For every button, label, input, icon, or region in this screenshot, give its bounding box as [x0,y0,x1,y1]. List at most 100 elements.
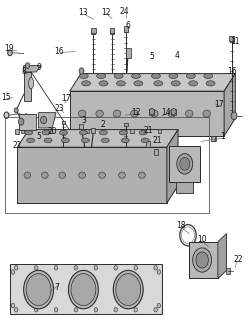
Ellipse shape [99,172,106,179]
Circle shape [154,266,157,270]
Bar [15,129,19,134]
Ellipse shape [119,130,127,135]
Polygon shape [17,130,178,147]
Text: 2: 2 [100,120,105,129]
Text: 20: 20 [48,127,57,136]
Ellipse shape [186,73,195,79]
Circle shape [79,68,84,74]
Text: 16: 16 [55,47,64,56]
Text: 21: 21 [143,126,153,135]
Ellipse shape [131,110,138,117]
Text: 24: 24 [120,7,129,16]
Bar [161,153,166,158]
Bar [17,147,167,203]
Ellipse shape [151,73,160,79]
Ellipse shape [79,73,88,79]
Ellipse shape [203,110,210,117]
Polygon shape [169,146,200,182]
Circle shape [71,274,96,306]
Text: 22: 22 [234,255,243,264]
Bar [158,129,161,133]
Ellipse shape [189,81,198,86]
Ellipse shape [171,81,180,86]
Text: 12: 12 [132,108,141,116]
Text: 1: 1 [220,132,225,141]
Ellipse shape [121,138,129,143]
Bar [124,123,128,126]
Text: 7: 7 [54,283,59,292]
Bar [91,30,95,34]
Ellipse shape [206,81,215,86]
Bar [110,30,114,34]
Polygon shape [218,234,227,278]
Circle shape [114,266,118,270]
Text: 12: 12 [101,8,111,17]
Text: 14: 14 [161,108,170,117]
Ellipse shape [42,130,50,135]
Circle shape [68,270,98,309]
Bar [229,36,234,41]
Circle shape [157,303,161,308]
Bar [63,137,67,142]
Ellipse shape [204,73,213,79]
Ellipse shape [44,138,52,143]
Bar [73,136,77,141]
Polygon shape [24,72,31,101]
Ellipse shape [113,110,121,117]
Circle shape [14,308,18,312]
Bar [79,124,83,129]
Bar [10,264,162,314]
Ellipse shape [117,81,125,86]
Circle shape [157,270,161,274]
Bar [212,136,216,141]
Text: 15: 15 [1,93,11,102]
Ellipse shape [99,130,107,135]
Ellipse shape [62,138,69,143]
Text: 8: 8 [21,67,26,76]
Circle shape [8,50,12,56]
Ellipse shape [81,138,89,143]
Text: 21: 21 [12,141,22,150]
Circle shape [171,108,176,115]
Circle shape [11,270,15,274]
Ellipse shape [25,130,33,135]
Bar [91,28,96,33]
Polygon shape [24,66,41,72]
Ellipse shape [114,73,123,79]
Circle shape [14,108,18,113]
Bar [171,109,176,115]
Circle shape [54,308,58,312]
Text: 10: 10 [197,236,206,244]
Ellipse shape [119,172,125,179]
Ellipse shape [168,110,176,117]
Circle shape [94,266,98,270]
Ellipse shape [97,73,106,79]
Bar [5,117,209,213]
Ellipse shape [59,172,66,179]
Bar [21,129,24,133]
Ellipse shape [139,130,147,135]
Circle shape [116,274,141,306]
Text: 21: 21 [152,136,162,145]
Ellipse shape [29,78,34,89]
Ellipse shape [134,81,143,86]
Polygon shape [19,114,36,130]
Text: 4: 4 [174,51,179,60]
Bar [126,48,131,58]
Circle shape [18,118,24,125]
Text: 17: 17 [214,100,224,109]
Circle shape [14,266,18,270]
Bar [211,136,215,141]
Ellipse shape [82,81,91,86]
Circle shape [74,308,78,312]
Bar [70,91,224,136]
Ellipse shape [24,172,31,179]
Circle shape [177,154,193,174]
Text: 6: 6 [126,21,131,30]
Circle shape [34,308,38,312]
Circle shape [94,308,98,312]
Bar [62,121,65,124]
Bar [189,242,218,278]
Circle shape [180,157,190,170]
Text: 18: 18 [176,221,185,230]
